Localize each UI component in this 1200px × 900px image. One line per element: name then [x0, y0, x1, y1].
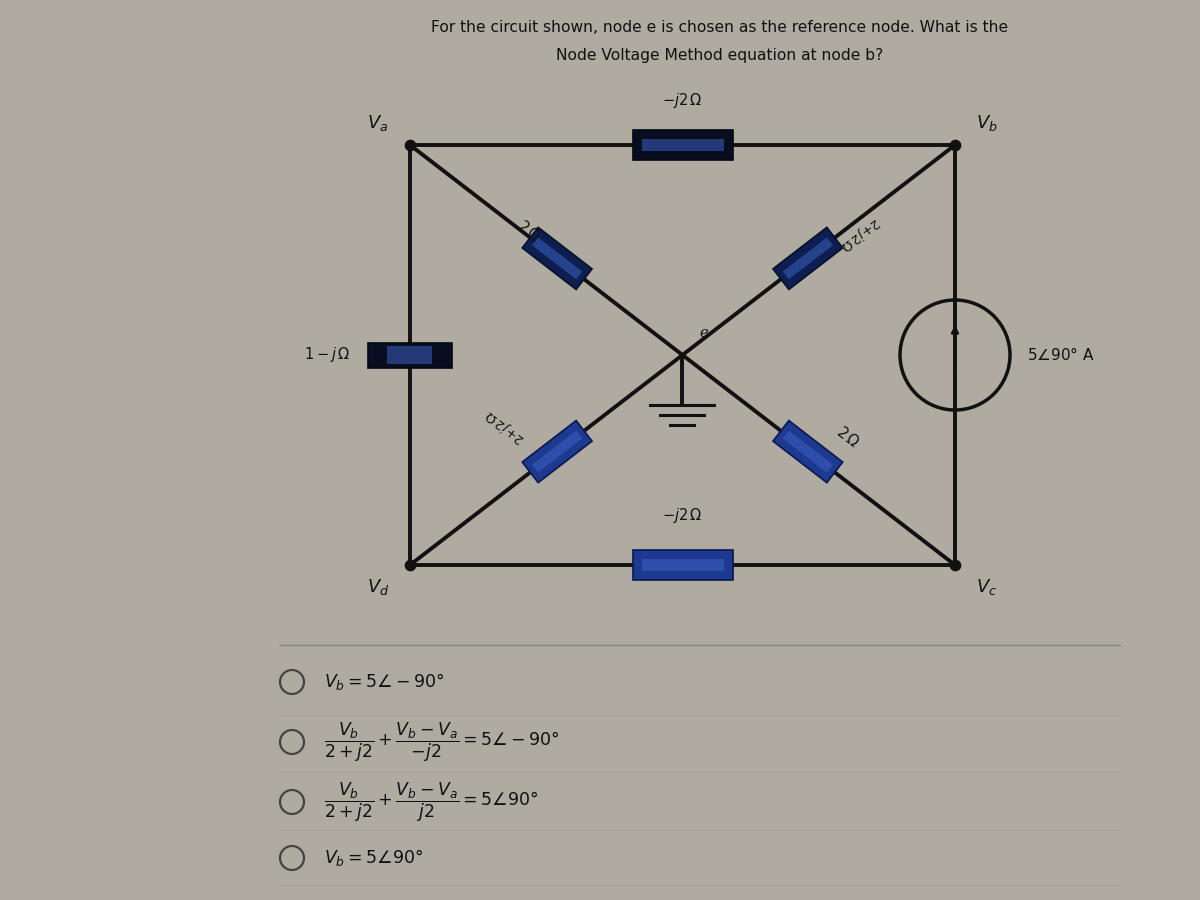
Polygon shape — [773, 420, 842, 482]
Polygon shape — [367, 343, 452, 367]
Text: $2\,\Omega$: $2\,\Omega$ — [515, 217, 544, 244]
Text: $V_c$: $V_c$ — [977, 577, 997, 597]
Polygon shape — [532, 238, 582, 279]
Polygon shape — [782, 431, 833, 472]
Polygon shape — [632, 130, 732, 160]
Point — [401, 138, 420, 152]
Text: $\dfrac{V_b}{2+j2} + \dfrac{V_b - V_a}{j2} = 5\angle 90°$: $\dfrac{V_b}{2+j2} + \dfrac{V_b - V_a}{j… — [324, 780, 539, 824]
Text: $V_b$: $V_b$ — [976, 113, 998, 133]
Text: $-j2\,\Omega$: $-j2\,\Omega$ — [662, 91, 703, 110]
Point — [946, 138, 965, 152]
Polygon shape — [642, 559, 724, 571]
Polygon shape — [522, 420, 592, 482]
Text: $\dfrac{V_b}{2+j2} + \dfrac{V_b - V_a}{-j2} = 5\angle -90°$: $\dfrac{V_b}{2+j2} + \dfrac{V_b - V_a}{-… — [324, 720, 559, 764]
Text: e: e — [700, 326, 708, 340]
Text: $V_b = 5\angle 90°$: $V_b = 5\angle 90°$ — [324, 848, 424, 868]
Polygon shape — [773, 228, 842, 290]
Text: $V_a$: $V_a$ — [367, 113, 389, 133]
Text: $1-j\,\Omega$: $1-j\,\Omega$ — [304, 346, 350, 365]
Text: For the circuit shown, node e is chosen as the reference node. What is the: For the circuit shown, node e is chosen … — [432, 21, 1008, 35]
Text: $V_d$: $V_d$ — [367, 577, 389, 597]
Polygon shape — [782, 238, 833, 279]
Text: Node Voltage Method equation at node b?: Node Voltage Method equation at node b? — [557, 48, 883, 62]
Polygon shape — [532, 431, 582, 472]
Polygon shape — [632, 550, 732, 580]
Polygon shape — [642, 140, 724, 150]
Text: $V_b = 5\angle -90°$: $V_b = 5\angle -90°$ — [324, 671, 444, 692]
Text: $2\,\Omega$: $2\,\Omega$ — [833, 423, 863, 450]
Point — [946, 558, 965, 572]
Text: $2\!+\!j2\,\Omega$: $2\!+\!j2\,\Omega$ — [836, 212, 883, 255]
Point — [401, 558, 420, 572]
Text: $-j2\,\Omega$: $-j2\,\Omega$ — [662, 506, 703, 525]
Text: $5\angle 90°\ \mathrm{A}$: $5\angle 90°\ \mathrm{A}$ — [1027, 346, 1094, 364]
Polygon shape — [388, 346, 432, 364]
Polygon shape — [522, 228, 592, 290]
Text: $2\!+\!j2\,\Omega$: $2\!+\!j2\,\Omega$ — [481, 406, 529, 447]
